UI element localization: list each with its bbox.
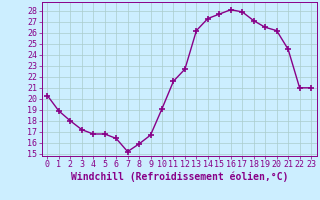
X-axis label: Windchill (Refroidissement éolien,°C): Windchill (Refroidissement éolien,°C) xyxy=(70,172,288,182)
